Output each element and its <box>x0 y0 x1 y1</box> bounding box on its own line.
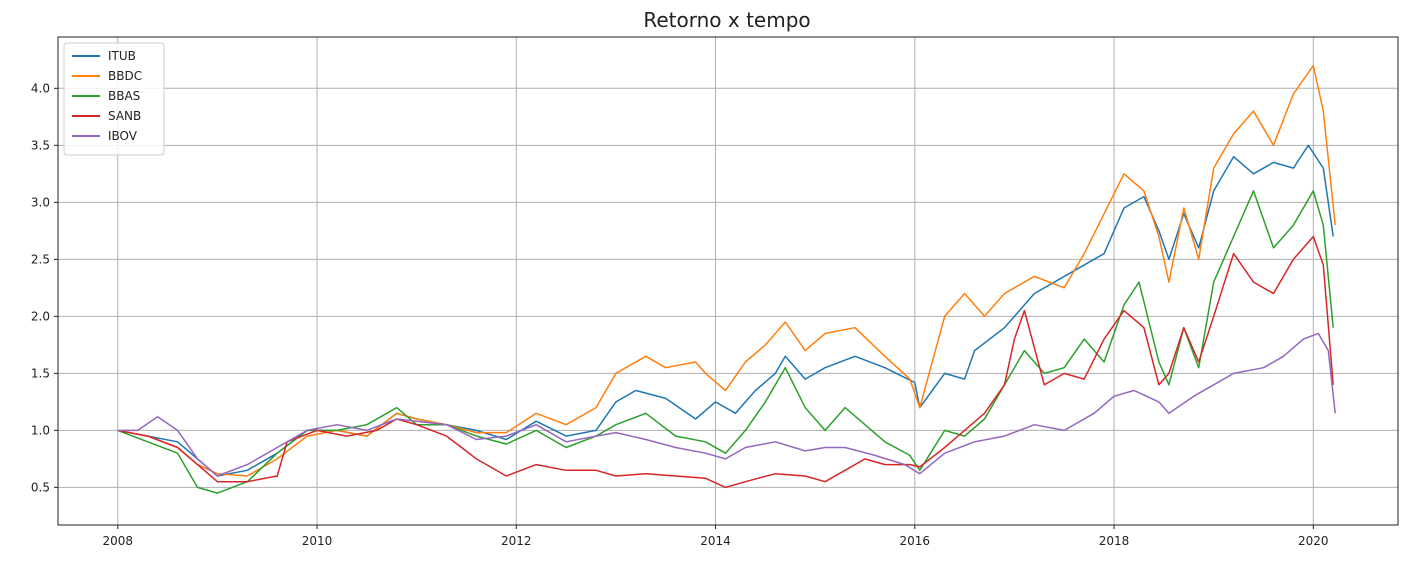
grid <box>58 37 1398 525</box>
y-tick-label: 1.0 <box>31 423 50 437</box>
series-lines <box>117 64 1336 494</box>
series-line-sanb <box>117 235 1334 489</box>
x-axis: 2008 2010 2012 2014 2016 2018 2020 <box>103 525 1329 548</box>
x-tick-label: 2014 <box>700 534 731 548</box>
x-tick-label: 2008 <box>103 534 134 548</box>
series-line-bbdc <box>117 64 1336 477</box>
y-tick-label: 3.0 <box>31 195 50 209</box>
legend-label-itub: ITUB <box>108 49 136 63</box>
y-tick-label: 3.5 <box>31 138 50 152</box>
x-tick-label: 2020 <box>1298 534 1329 548</box>
legend-label-bbdc: BBDC <box>108 69 142 83</box>
y-tick-label: 1.5 <box>31 366 50 380</box>
legend-label-bbas: BBAS <box>108 89 140 103</box>
y-tick-label: 4.0 <box>31 81 50 95</box>
x-tick-label: 2012 <box>501 534 532 548</box>
legend-label-sanb: SANB <box>108 109 141 123</box>
x-tick-label: 2018 <box>1099 534 1130 548</box>
legend-box <box>63 42 165 156</box>
x-tick-label: 2010 <box>302 534 333 548</box>
chart-title: Retorno x tempo <box>643 8 810 32</box>
y-axis: 0.5 1.0 1.5 2.0 2.5 3.0 3.5 4.0 <box>31 81 58 494</box>
series-line-bbas <box>117 190 1334 494</box>
y-tick-label: 0.5 <box>31 480 50 494</box>
plot-frame <box>57 36 1399 526</box>
x-tick-label: 2016 <box>900 534 931 548</box>
series-line-ibov <box>117 332 1336 477</box>
legend-label-ibov: IBOV <box>108 129 138 143</box>
legend: ITUB BBDC BBAS SANB IBOV <box>63 42 165 156</box>
y-tick-label: 2.0 <box>31 309 50 323</box>
y-tick-label: 2.5 <box>31 252 50 266</box>
series-line-itub <box>117 144 1334 477</box>
